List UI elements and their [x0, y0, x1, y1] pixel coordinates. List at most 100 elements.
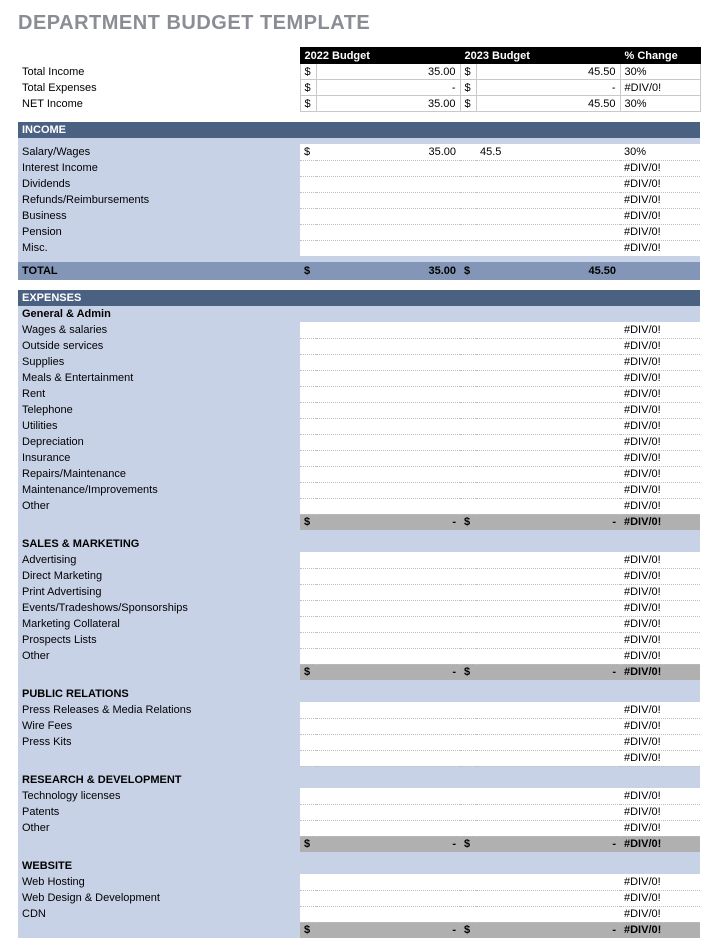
summary-val1[interactable]: 35.00	[316, 96, 460, 112]
expense-cur2[interactable]	[460, 418, 476, 434]
expense-val1[interactable]	[316, 584, 460, 600]
income-change[interactable]: #DIV/0!	[620, 240, 700, 256]
expense-cur2[interactable]	[460, 552, 476, 568]
expense-val2[interactable]	[476, 600, 620, 616]
expense-val1[interactable]	[316, 338, 460, 354]
income-cur1[interactable]	[300, 176, 316, 192]
expense-cur1[interactable]	[300, 804, 316, 820]
income-val1[interactable]	[316, 240, 460, 256]
expense-val1[interactable]	[316, 874, 460, 890]
expense-cur1[interactable]	[300, 820, 316, 836]
expense-cur2[interactable]	[460, 450, 476, 466]
expense-val2[interactable]	[476, 734, 620, 750]
summary-cur2[interactable]: $	[460, 80, 476, 96]
expense-val2[interactable]	[476, 874, 620, 890]
summary-val2[interactable]: 45.50	[476, 96, 620, 112]
expense-change[interactable]: #DIV/0!	[620, 498, 700, 514]
expense-cur1[interactable]	[300, 600, 316, 616]
expense-cur2[interactable]	[460, 568, 476, 584]
expense-cur2[interactable]	[460, 498, 476, 514]
expense-val2[interactable]	[476, 338, 620, 354]
expense-cur1[interactable]	[300, 648, 316, 664]
expense-cur2[interactable]	[460, 890, 476, 906]
expense-val1[interactable]	[316, 552, 460, 568]
income-cur2[interactable]	[460, 208, 476, 224]
expense-cur2[interactable]	[460, 820, 476, 836]
expense-val2[interactable]	[476, 906, 620, 922]
expense-cur1[interactable]	[300, 702, 316, 718]
expense-cur1[interactable]	[300, 750, 316, 766]
expense-val1[interactable]	[316, 750, 460, 766]
expense-cur1[interactable]	[300, 482, 316, 498]
expense-cur2[interactable]	[460, 804, 476, 820]
income-change[interactable]: #DIV/0!	[620, 224, 700, 240]
expense-change[interactable]: #DIV/0!	[620, 788, 700, 804]
expense-change[interactable]: #DIV/0!	[620, 702, 700, 718]
expense-cur1[interactable]	[300, 322, 316, 338]
expense-val1[interactable]	[316, 434, 460, 450]
expense-val1[interactable]	[316, 632, 460, 648]
income-cur1[interactable]	[300, 160, 316, 176]
income-val1[interactable]: 35.00	[316, 144, 460, 160]
expense-cur1[interactable]	[300, 632, 316, 648]
expense-cur2[interactable]	[460, 466, 476, 482]
expense-change[interactable]: #DIV/0!	[620, 632, 700, 648]
expense-val2[interactable]	[476, 402, 620, 418]
expense-change[interactable]: #DIV/0!	[620, 890, 700, 906]
expense-cur1[interactable]	[300, 552, 316, 568]
expense-cur1[interactable]	[300, 568, 316, 584]
expense-val1[interactable]	[316, 386, 460, 402]
expense-change[interactable]: #DIV/0!	[620, 616, 700, 632]
expense-cur2[interactable]	[460, 648, 476, 664]
summary-change[interactable]: #DIV/0!	[620, 80, 700, 96]
expense-change[interactable]: #DIV/0!	[620, 906, 700, 922]
expense-val2[interactable]	[476, 322, 620, 338]
expense-val2[interactable]	[476, 648, 620, 664]
expense-change[interactable]: #DIV/0!	[620, 568, 700, 584]
expense-val1[interactable]	[316, 450, 460, 466]
summary-change[interactable]: 30%	[620, 64, 700, 80]
expense-val2[interactable]	[476, 370, 620, 386]
expense-cur1[interactable]	[300, 418, 316, 434]
expense-val2[interactable]	[476, 718, 620, 734]
expense-val1[interactable]	[316, 482, 460, 498]
expense-val1[interactable]	[316, 734, 460, 750]
expense-change[interactable]: #DIV/0!	[620, 402, 700, 418]
expense-cur1[interactable]	[300, 338, 316, 354]
income-cur1[interactable]: $	[300, 144, 316, 160]
expense-val2[interactable]	[476, 434, 620, 450]
income-val2[interactable]	[476, 208, 620, 224]
expense-cur2[interactable]	[460, 750, 476, 766]
expense-val2[interactable]	[476, 466, 620, 482]
income-change[interactable]: #DIV/0!	[620, 160, 700, 176]
income-val1[interactable]	[316, 160, 460, 176]
income-val1[interactable]	[316, 224, 460, 240]
expense-change[interactable]: #DIV/0!	[620, 322, 700, 338]
expense-val1[interactable]	[316, 820, 460, 836]
expense-val1[interactable]	[316, 804, 460, 820]
income-cur1[interactable]	[300, 224, 316, 240]
expense-cur1[interactable]	[300, 466, 316, 482]
expense-change[interactable]: #DIV/0!	[620, 370, 700, 386]
expense-val2[interactable]	[476, 632, 620, 648]
expense-cur1[interactable]	[300, 874, 316, 890]
income-val1[interactable]	[316, 192, 460, 208]
expense-val2[interactable]	[476, 450, 620, 466]
summary-cur1[interactable]: $	[300, 80, 316, 96]
expense-cur1[interactable]	[300, 890, 316, 906]
expense-cur2[interactable]	[460, 718, 476, 734]
expense-val1[interactable]	[316, 466, 460, 482]
expense-change[interactable]: #DIV/0!	[620, 734, 700, 750]
expense-val1[interactable]	[316, 402, 460, 418]
expense-cur2[interactable]	[460, 788, 476, 804]
expense-change[interactable]: #DIV/0!	[620, 466, 700, 482]
income-val2[interactable]	[476, 224, 620, 240]
income-cur2[interactable]	[460, 144, 476, 160]
expense-cur2[interactable]	[460, 338, 476, 354]
summary-val1[interactable]: -	[316, 80, 460, 96]
expense-val1[interactable]	[316, 568, 460, 584]
expense-change[interactable]: #DIV/0!	[620, 718, 700, 734]
expense-cur1[interactable]	[300, 434, 316, 450]
income-change[interactable]: #DIV/0!	[620, 192, 700, 208]
expense-val2[interactable]	[476, 568, 620, 584]
